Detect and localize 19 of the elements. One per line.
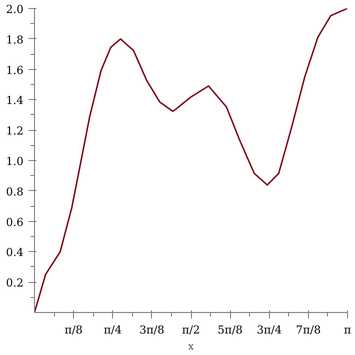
x-tick-label: π/8 — [64, 324, 83, 336]
x-tick-label: 7π/8 — [296, 324, 321, 336]
x-tick-label: 3π/8 — [139, 324, 164, 336]
x-tick-label: π/2 — [182, 324, 200, 336]
y-tick-label: 0.6 — [6, 216, 24, 229]
y-tick-label: 1.6 — [6, 64, 24, 77]
y-tick-label: 0.2 — [6, 276, 24, 290]
y-tick-label: 1.0 — [6, 155, 24, 168]
x-tick-label: 5π/8 — [218, 324, 243, 336]
x-tick-label: π — [344, 324, 352, 336]
y-tick-label: 2.0 — [6, 3, 24, 16]
y-tick-label: 1.4 — [6, 94, 24, 108]
y-tick-label: 1.2 — [6, 124, 24, 138]
x-tick-label: 3π/4 — [256, 324, 282, 336]
y-tick-label: 0.4 — [6, 246, 24, 260]
y-tick-label: 0.8 — [6, 185, 24, 198]
y-tick-label: 1.8 — [6, 33, 24, 46]
x-axis-title: x — [188, 342, 194, 352]
x-tick-label: π/4 — [104, 324, 122, 336]
